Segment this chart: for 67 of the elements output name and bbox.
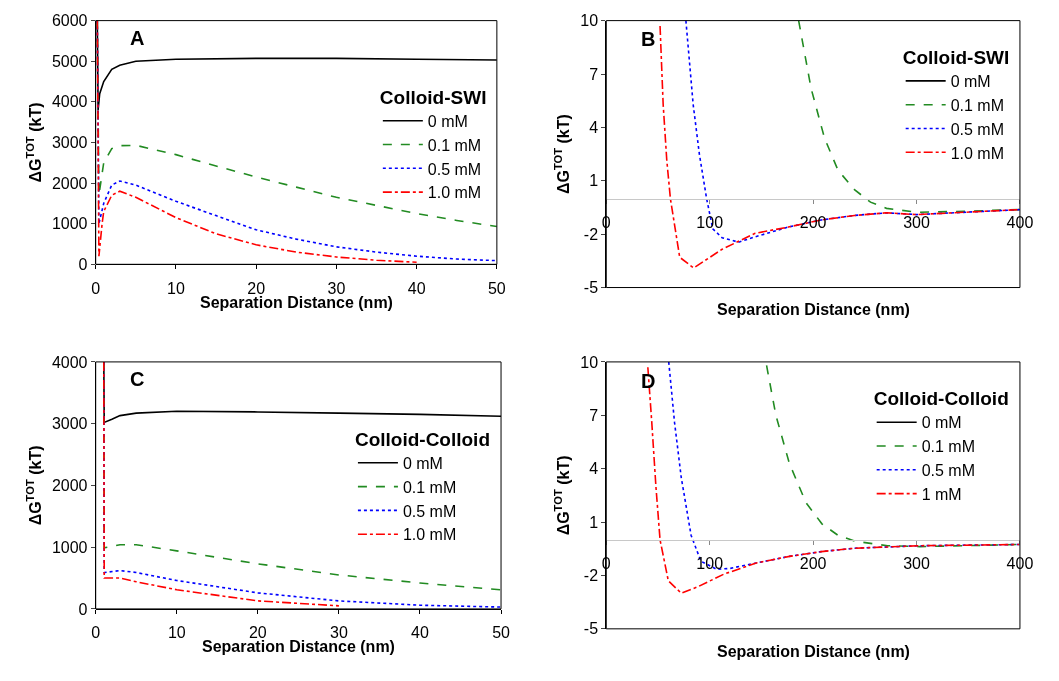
y-tick-label: 7 bbox=[589, 65, 599, 83]
legend-title: Colloid-SWI bbox=[902, 47, 1010, 68]
legend-label: 0 mM bbox=[921, 414, 962, 432]
y-tick-label: 2000 bbox=[51, 174, 88, 192]
legend-label: 1.0 mM bbox=[402, 526, 457, 544]
y-tick-label: 1000 bbox=[51, 538, 88, 556]
legend-label: 0.1 mM bbox=[402, 478, 457, 496]
x-tick-label: 40 bbox=[411, 624, 429, 642]
x-tick-label: 50 bbox=[487, 279, 506, 297]
legend-title: Colloid-Colloid bbox=[873, 388, 1009, 410]
annotation: A bbox=[130, 27, 145, 49]
x-tick-label: 100 bbox=[696, 555, 724, 573]
y-tick-label: 4 bbox=[589, 460, 599, 478]
y-tick-label: 2000 bbox=[51, 477, 88, 495]
y-tick-label: 4000 bbox=[51, 93, 88, 111]
annotation: B bbox=[641, 28, 656, 50]
x-tick-label: 0 bbox=[91, 279, 101, 297]
legend-title: Colloid-Colloid bbox=[354, 428, 491, 450]
y-tick-label: 6000 bbox=[51, 12, 88, 30]
y-tick-label: 4 bbox=[589, 118, 599, 136]
y-tick-label: 10 bbox=[580, 353, 599, 371]
x-tick-label: 30 bbox=[327, 279, 346, 297]
legend-label: 0 mM bbox=[402, 455, 443, 473]
legend-label: 0 mM bbox=[427, 112, 468, 130]
x-tick-label: 0 bbox=[91, 624, 101, 642]
y-tick-label: 1 bbox=[589, 513, 599, 531]
y-tick-label: 1000 bbox=[51, 215, 88, 233]
annotation: D bbox=[641, 370, 656, 392]
legend-label: 0.5 mM bbox=[950, 120, 1005, 138]
x-tick-label: 50 bbox=[492, 624, 511, 642]
x-axis-title: Separation Distance (nm) bbox=[717, 301, 910, 318]
y-tick-label: 7 bbox=[589, 406, 599, 424]
legend-label: 0.1 mM bbox=[950, 96, 1005, 114]
legend-label: 0.5 mM bbox=[921, 462, 976, 480]
x-tick-label: 20 bbox=[247, 279, 266, 297]
legend-label: 1.0 mM bbox=[950, 144, 1005, 162]
y-tick-label: 0 bbox=[78, 255, 88, 273]
x-tick-label: 300 bbox=[903, 213, 930, 231]
x-tick-label: 300 bbox=[903, 555, 930, 573]
legend-title: Colloid-SWI bbox=[379, 86, 487, 108]
legend-label: 0.1 mM bbox=[921, 438, 976, 456]
x-axis-title: Separation Distance (nm) bbox=[200, 294, 393, 311]
legend-label: 1 mM bbox=[921, 485, 962, 503]
x-tick-label: 10 bbox=[167, 279, 185, 297]
y-tick-label: 1 bbox=[589, 172, 599, 190]
y-tick-label: -2 bbox=[583, 567, 599, 585]
legend-label: 0 mM bbox=[950, 73, 991, 91]
x-tick-label: 10 bbox=[167, 624, 186, 642]
legend-label: 0.5 mM bbox=[402, 502, 457, 520]
line-series bbox=[103, 361, 340, 607]
legend-label: 0.1 mM bbox=[427, 136, 482, 154]
annotation: C bbox=[130, 368, 145, 390]
x-axis-title: Separation Distance (nm) bbox=[717, 643, 910, 660]
y-tick-label: -5 bbox=[583, 279, 599, 297]
x-tick-label: 100 bbox=[696, 213, 724, 231]
y-tick-label: 3000 bbox=[51, 134, 88, 152]
x-tick-label: 200 bbox=[799, 555, 827, 573]
y-tick-label: 0 bbox=[78, 600, 88, 618]
y-tick-label: -2 bbox=[583, 225, 599, 243]
y-tick-label: 4000 bbox=[51, 353, 88, 371]
legend-label: 0.5 mM bbox=[427, 160, 482, 178]
y-tick-label: 5000 bbox=[51, 52, 88, 70]
y-tick-label: 3000 bbox=[51, 415, 88, 433]
y-tick-label: 10 bbox=[580, 12, 599, 30]
x-tick-label: 40 bbox=[407, 279, 426, 297]
y-tick-label: -5 bbox=[583, 620, 599, 638]
legend-label: 1.0 mM bbox=[427, 184, 482, 202]
